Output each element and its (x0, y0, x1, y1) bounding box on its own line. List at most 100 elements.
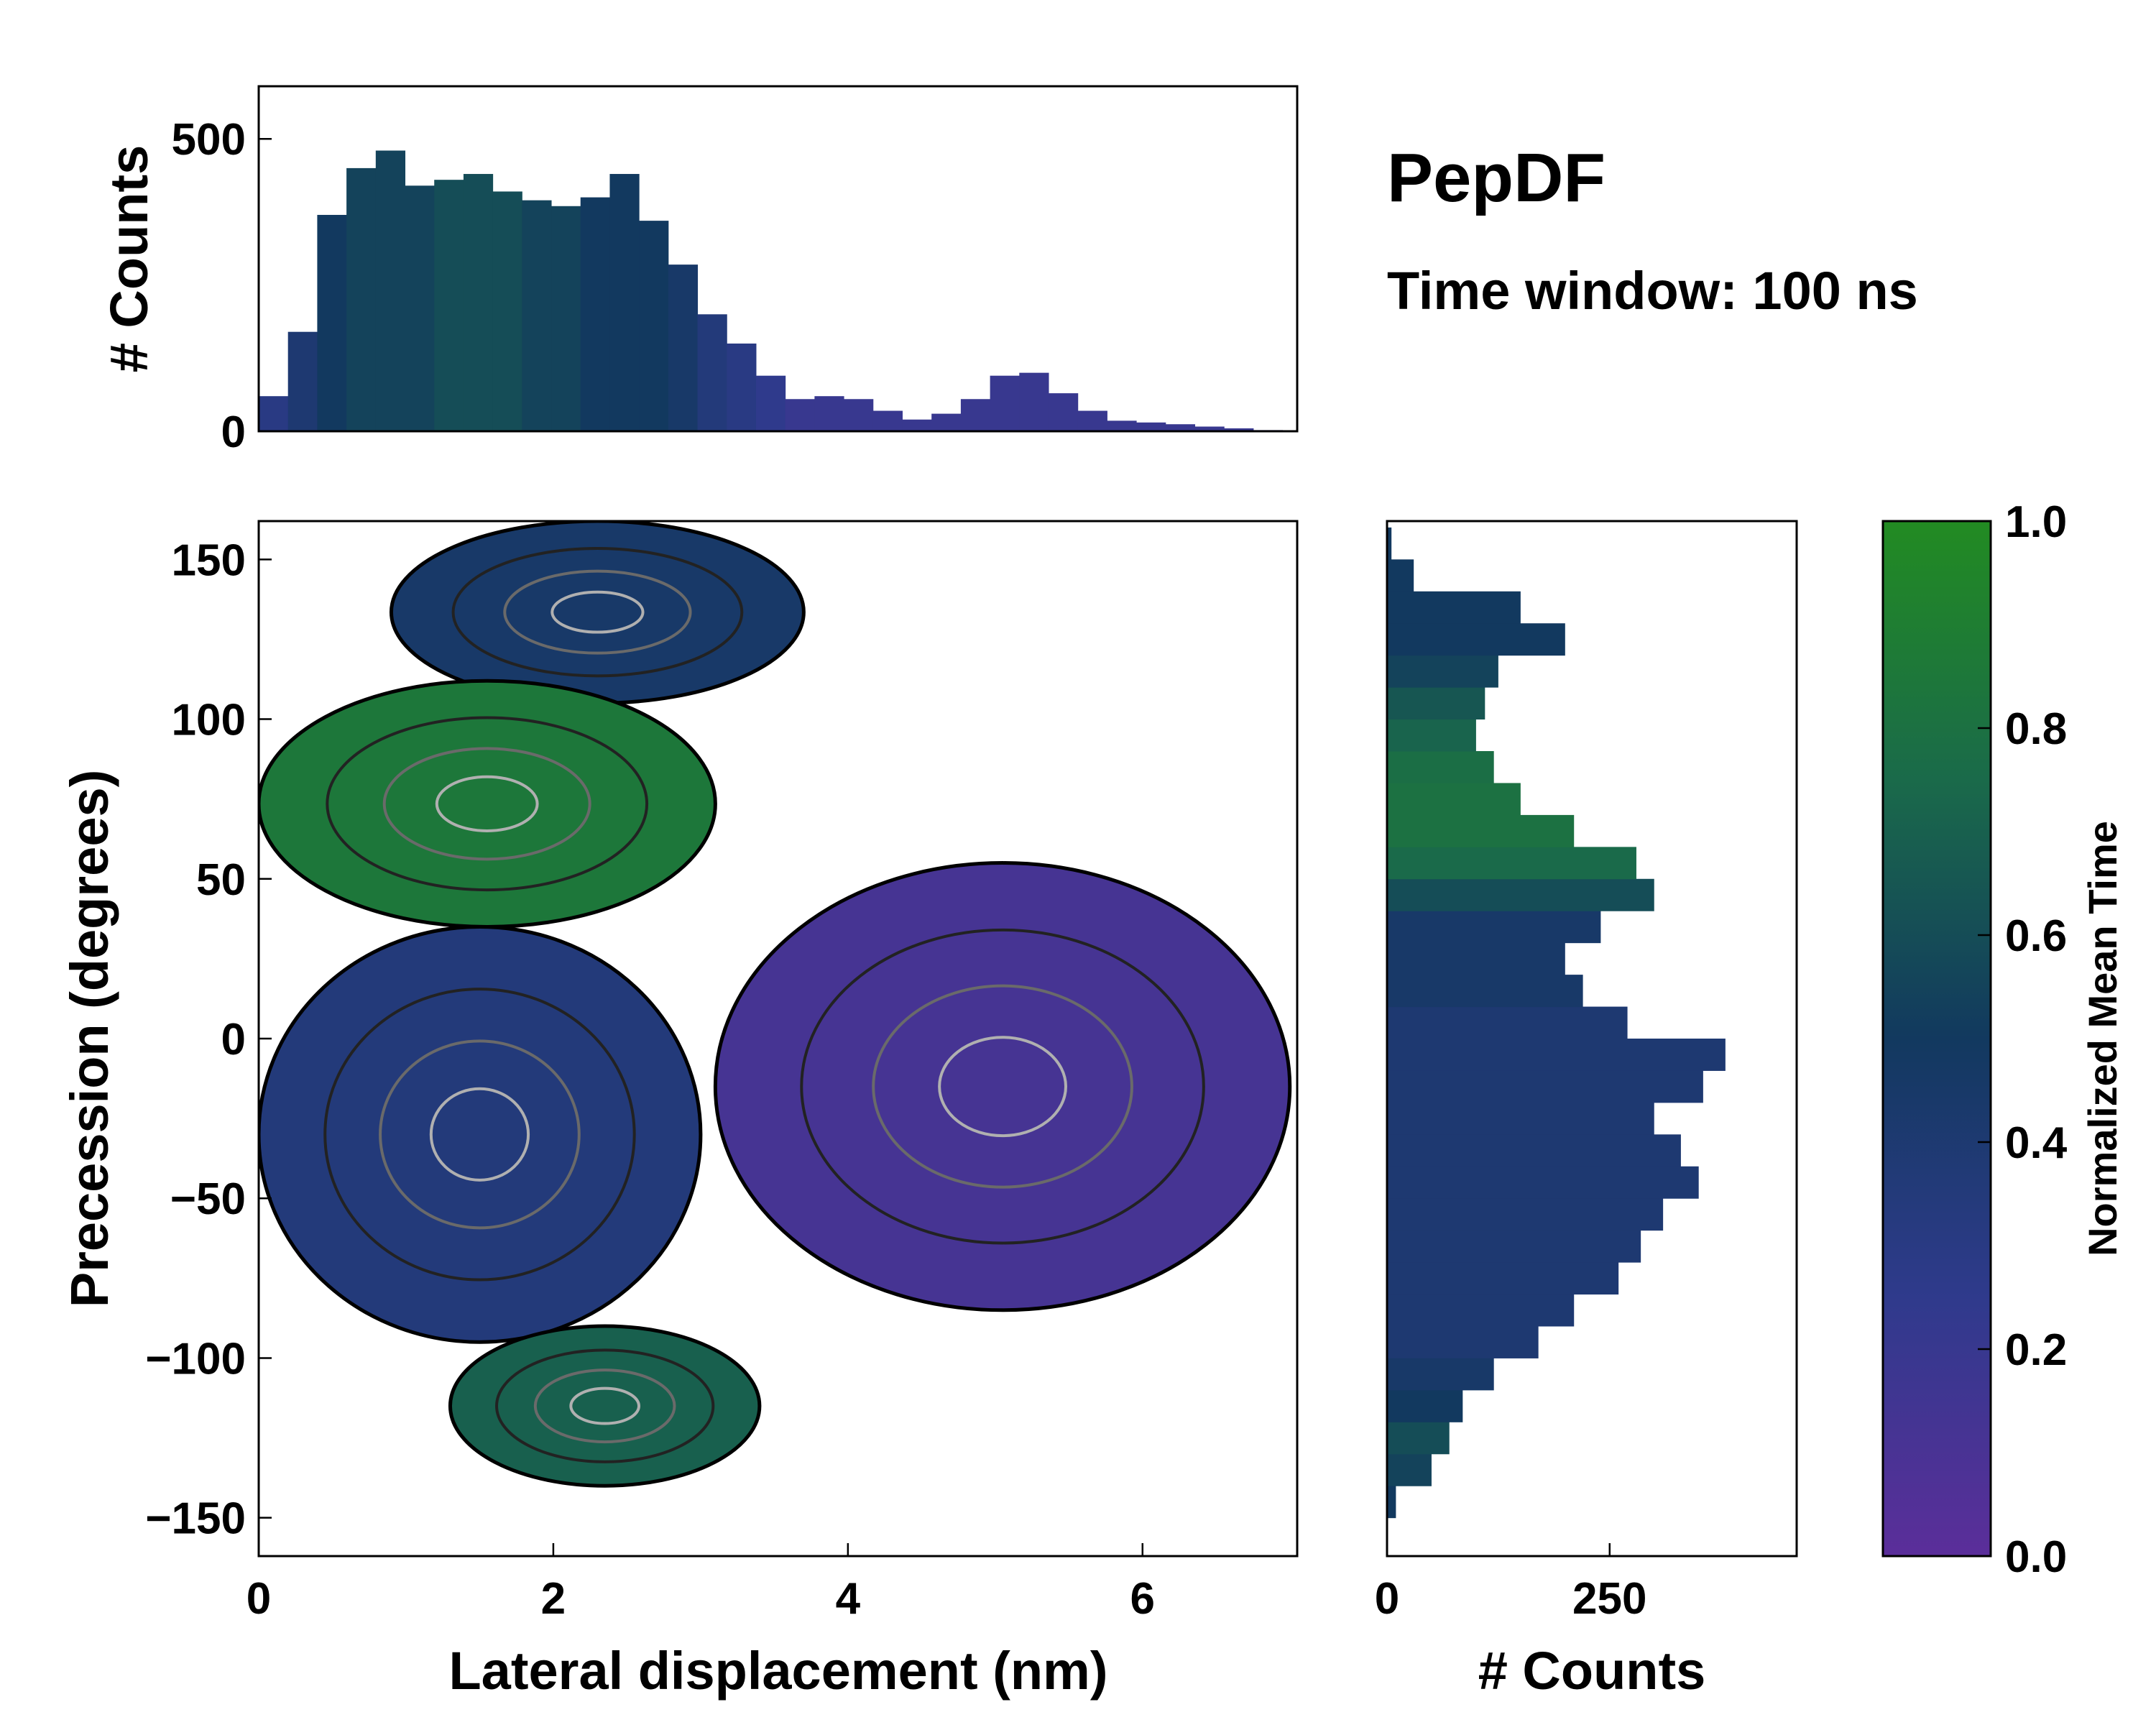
main-ylabel: Precession (degrees) (60, 770, 119, 1308)
heatmap-area (259, 521, 1292, 1488)
contour-line (569, 1386, 641, 1425)
contour-line (435, 775, 539, 832)
top-histogram-ylabel: # Counts (99, 145, 159, 373)
right-histogram-bar (1387, 1422, 1450, 1455)
contour-line (533, 1368, 676, 1444)
top-histogram-bar (785, 399, 815, 431)
top-histogram-bar (580, 197, 610, 431)
right-histogram-bar (1387, 1453, 1432, 1486)
right-histogram-bar (1387, 1102, 1654, 1135)
contour-line (503, 569, 692, 655)
right-histogram-bar (1387, 975, 1583, 1008)
right-histogram-bar (1387, 1486, 1396, 1519)
top-histogram-bar (434, 180, 464, 431)
colorbar-tick-label: 0.8 (2005, 704, 2067, 754)
top-histogram-bar (1049, 393, 1079, 431)
right-histogram-bar (1387, 527, 1392, 560)
right-histogram-bar (1387, 751, 1494, 783)
top-histogram-bars (259, 150, 1284, 432)
main-x-ticks: 0 2 4 6 (247, 1543, 1155, 1624)
contour-line (872, 984, 1133, 1189)
main-2d-histogram: 0 2 4 6 −150 −100 −50 0 50 100 150 Lateral displa… (60, 520, 1299, 1701)
main-ytick-label: 150 (172, 535, 246, 585)
contour-line (326, 716, 649, 892)
top-histogram-bar (844, 399, 874, 431)
top-histogram-bar (697, 314, 727, 431)
right-histogram-bar (1387, 911, 1601, 944)
contour-line (800, 928, 1205, 1245)
colorbar: 0.0 0.2 0.4 0.6 0.8 1.0 Normalized Mean Time (1881, 497, 2125, 1582)
main-ytick-label: 0 (221, 1015, 246, 1064)
contour-line (379, 1039, 581, 1230)
top-histogram-bar (990, 375, 1020, 431)
heatmap-region-cluster-right (713, 861, 1292, 1312)
right-histogram-bar (1387, 783, 1521, 816)
top-histogram: 0 500 # Counts (99, 85, 1299, 457)
colorbar-tick-label: 0.0 (2005, 1532, 2067, 1582)
colorbar-tick-label: 0.4 (2005, 1118, 2068, 1168)
top-histogram-bar (639, 221, 669, 431)
right-histogram-x-ticks: 0 250 (1375, 1543, 1647, 1624)
top-histogram-bar (1107, 420, 1137, 431)
top-histogram-bar (1019, 372, 1049, 431)
top-histogram-bar (492, 191, 522, 431)
right-histogram-bar (1387, 1166, 1699, 1199)
top-histogram-bar (1077, 410, 1107, 431)
main-ytick-label: 50 (196, 855, 246, 905)
colorbar-tick-label: 1.0 (2005, 497, 2067, 547)
main-ytick-label: −150 (145, 1494, 246, 1544)
colorbar-gradient (1881, 520, 1992, 1558)
main-ytick-label: −50 (170, 1174, 246, 1224)
right-histogram-bar (1387, 623, 1565, 656)
top-histogram-bar (522, 200, 552, 431)
heatmap-contours (323, 547, 1205, 1463)
top-histogram-bar (287, 331, 318, 431)
top-histogram-bar (931, 413, 962, 431)
right-histogram-xtick-label: 250 (1572, 1574, 1646, 1624)
main-ytick-label: 100 (172, 696, 246, 745)
top-histogram-bar (727, 343, 757, 431)
right-histogram-bar (1387, 1006, 1628, 1039)
contour-line (550, 590, 645, 634)
right-histogram-bar (1387, 814, 1575, 847)
colorbar-ticks: 0.0 0.2 0.4 0.6 0.8 1.0 (1978, 497, 2068, 1582)
top-histogram-bar (1136, 422, 1166, 431)
top-histogram-bar (668, 264, 699, 431)
right-histogram: 0 250 # Counts (1375, 520, 1798, 1701)
right-histogram-bar (1387, 559, 1414, 592)
contour-line (451, 547, 744, 678)
top-histogram-frame (257, 85, 1299, 433)
right-histogram-bar (1387, 847, 1636, 880)
right-histogram-frame (1386, 520, 1798, 1558)
top-histogram-y-ticks: 0 500 (172, 115, 272, 457)
colorbar-tick-label: 0.6 (2005, 911, 2067, 961)
top-histogram-bar (902, 419, 932, 431)
right-histogram-xlabel: # Counts (1478, 1641, 1706, 1701)
right-histogram-bar (1387, 1262, 1619, 1295)
top-histogram-ytick-label: 500 (172, 115, 246, 165)
right-histogram-bar (1387, 1039, 1726, 1071)
colorbar-tick-label: 0.2 (2005, 1325, 2067, 1375)
top-histogram-bar (375, 150, 406, 432)
right-histogram-bar (1387, 719, 1476, 752)
right-histogram-bar (1387, 1326, 1539, 1358)
main-xlabel: Lateral displacement (nm) (448, 1641, 1107, 1701)
right-histogram-bar (1387, 1389, 1463, 1422)
main-xtick-label: 6 (1130, 1574, 1155, 1624)
top-histogram-bar (872, 410, 903, 431)
top-histogram-bar (1165, 424, 1196, 431)
figure-subtitle: Time window: 100 ns (1387, 261, 1918, 321)
right-histogram-bars (1387, 527, 1726, 1519)
right-histogram-bar (1387, 655, 1498, 688)
contour-line (382, 747, 591, 861)
contour-line (495, 1348, 715, 1463)
top-histogram-ytick-label: 0 (221, 408, 246, 457)
top-histogram-bar (317, 214, 347, 431)
right-histogram-xtick-label: 0 (1375, 1574, 1399, 1624)
top-histogram-bar (405, 185, 435, 431)
top-histogram-bar (1224, 428, 1254, 431)
main-xtick-label: 4 (836, 1574, 861, 1624)
right-histogram-bar (1387, 1198, 1664, 1231)
contour-line (938, 1036, 1068, 1138)
right-histogram-bar (1387, 878, 1654, 911)
